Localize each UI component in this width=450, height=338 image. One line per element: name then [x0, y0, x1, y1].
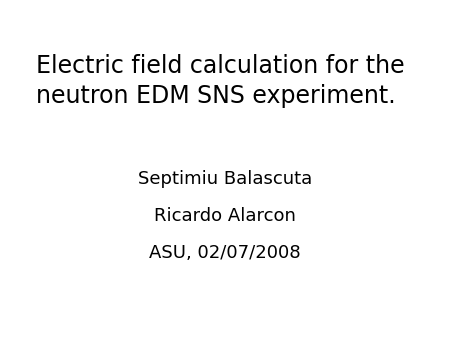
Text: Ricardo Alarcon: Ricardo Alarcon [154, 207, 296, 225]
Text: ASU, 02/07/2008: ASU, 02/07/2008 [149, 244, 301, 263]
Text: Electric field calculation for the
neutron EDM SNS experiment.: Electric field calculation for the neutr… [36, 54, 405, 108]
Text: Septimiu Balascuta: Septimiu Balascuta [138, 170, 312, 188]
